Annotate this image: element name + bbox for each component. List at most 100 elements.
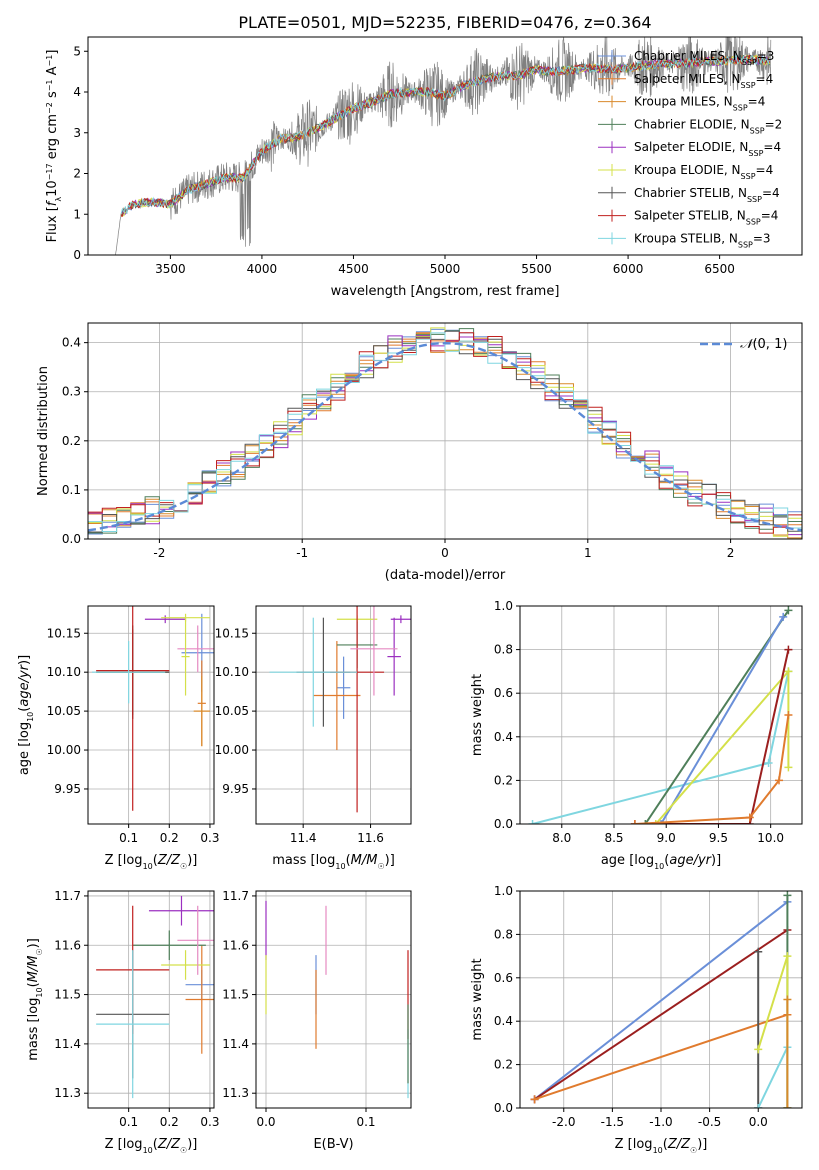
y-tick-label: 0.2 bbox=[494, 773, 513, 787]
panel-age-vs-Z: 0.1 0.2 0.3 9.95 10.00 10.05 10.10 10.15 Z [log1… bbox=[17, 605, 219, 871]
x-tick-label: -1 bbox=[296, 546, 308, 560]
x-tick-label: -1.5 bbox=[601, 1115, 624, 1129]
mass-weight-marker bbox=[784, 711, 793, 719]
plot-area bbox=[520, 891, 802, 1108]
mass-weight-line bbox=[757, 955, 789, 1108]
panel-mass-vs-Z: 0.1 0.2 0.3 11.3 11.4 11.5 11.6 11.7 Z [log10(Z/… bbox=[26, 889, 219, 1155]
y-tick-label: 2 bbox=[73, 167, 81, 181]
panel-spectrum: 3500 4000 4500 5000 5500 6000 6500 0 1 2 3 4 5 wavele… bbox=[45, 36, 803, 299]
y-tick-label: 11.3 bbox=[54, 1086, 81, 1100]
y-tick-label: 11.5 bbox=[54, 988, 81, 1002]
mass-weight-marker bbox=[784, 763, 793, 772]
mass-weight-marker bbox=[784, 606, 793, 615]
y-tick-label: 10.15 bbox=[215, 626, 249, 640]
y-tick-label: 0.4 bbox=[62, 336, 81, 350]
mass-weight-line bbox=[757, 1046, 789, 1108]
x-tick-label: 0.1 bbox=[119, 1115, 138, 1129]
y-tick-label: 11.6 bbox=[222, 938, 249, 952]
y-tick-label: 10.05 bbox=[215, 704, 249, 718]
model-spectrum-line bbox=[120, 54, 771, 215]
plot-area bbox=[88, 891, 214, 1108]
mass-weight-marker bbox=[657, 820, 665, 824]
legend-entry: Chabrier MILES, NSSP=3 bbox=[634, 49, 774, 67]
x-tick-label: 5500 bbox=[521, 262, 552, 276]
legend-entry: Chabrier ELODIE, NSSP=2 bbox=[634, 117, 782, 135]
x-tick-label: -1.0 bbox=[649, 1115, 672, 1129]
mass-weight-marker bbox=[530, 1095, 539, 1104]
normal-distribution-curve bbox=[88, 341, 802, 532]
plot-area bbox=[256, 891, 411, 1108]
x-tick-label: 8.0 bbox=[552, 831, 571, 845]
legend: Chabrier MILES, NSSP=3 Salpeter MILES, NS… bbox=[598, 49, 782, 249]
axes-frame bbox=[87, 322, 803, 540]
panel-mass-weight-vs-age: 8.0 8.5 9.0 9.5 10.0 0.0 0.2 0.4 0.6 0.8 1.0 mass w… bbox=[470, 599, 803, 871]
x-tick-label: 3500 bbox=[155, 262, 186, 276]
y-tick-label: 0.2 bbox=[62, 434, 81, 448]
x-tick-label: 4500 bbox=[338, 262, 369, 276]
legend-entry: Salpeter STELIB, NSSP=4 bbox=[634, 209, 778, 227]
mass-weight-line bbox=[534, 1013, 788, 1101]
x-tick-label: 0.1 bbox=[356, 1115, 375, 1129]
x-tick-label: 4000 bbox=[247, 262, 278, 276]
x-tick-label: 6000 bbox=[613, 262, 644, 276]
axes-frame bbox=[87, 890, 215, 1109]
y-tick-label: 0.0 bbox=[494, 817, 513, 831]
y-tick-label: 5 bbox=[73, 44, 81, 58]
x-tick-label: 0.0 bbox=[256, 1115, 275, 1129]
x-tick-label: 0.2 bbox=[160, 1115, 179, 1129]
y-tick-label: 10.10 bbox=[47, 665, 81, 679]
x-tick-label: -2.0 bbox=[552, 1115, 575, 1129]
y-tick-label: 0.0 bbox=[62, 532, 81, 546]
x-axis-label: (data-model)/error bbox=[385, 568, 506, 583]
x-tick-label: 1 bbox=[584, 546, 592, 560]
axes-frame bbox=[87, 36, 803, 256]
mass-weight-line bbox=[634, 714, 790, 824]
mass-weight-line bbox=[644, 609, 790, 824]
legend-entry: Salpeter MILES, NSSP=4 bbox=[634, 72, 773, 90]
y-axis-label: mass weight bbox=[470, 674, 485, 756]
y-tick-label: 0.3 bbox=[62, 385, 81, 399]
y-tick-label: 11.7 bbox=[54, 889, 81, 903]
plot-area bbox=[256, 606, 411, 824]
mass-weight-marker bbox=[764, 758, 773, 767]
y-tick-label: 9.95 bbox=[54, 782, 81, 796]
plot-area bbox=[88, 323, 802, 539]
x-tick-label: 0.2 bbox=[160, 831, 179, 845]
panel-mass-vs-EBV: 0.0 0.1 11.3 11.4 11.5 11.6 11.7 E(B-V) bbox=[222, 889, 412, 1152]
y-tick-label: 11.5 bbox=[222, 988, 249, 1002]
x-tick-label: -0.5 bbox=[698, 1115, 721, 1129]
y-tick-label: 3 bbox=[73, 126, 81, 140]
y-axis-label: age [log10(age/yr)] bbox=[17, 655, 35, 775]
y-tick-label: 0.6 bbox=[494, 971, 513, 985]
legend-entry: 𝒩(0, 1) bbox=[740, 337, 787, 352]
x-tick-label: 11.4 bbox=[290, 831, 317, 845]
y-tick-label: 0 bbox=[73, 248, 81, 262]
y-tick-label: 0.4 bbox=[494, 1014, 513, 1028]
y-tick-label: 10.00 bbox=[47, 743, 81, 757]
y-tick-label: 0.1 bbox=[62, 483, 81, 497]
legend: 𝒩(0, 1) bbox=[700, 337, 787, 352]
legend-entry: Kroupa ELODIE, NSSP=4 bbox=[634, 163, 773, 181]
x-axis-label: Z [log10(Z/Z☉)] bbox=[105, 853, 198, 871]
y-tick-label: 10.15 bbox=[47, 626, 81, 640]
mass-weight-marker bbox=[754, 1104, 763, 1108]
x-axis-label: age [log10(age/yr)] bbox=[601, 853, 721, 871]
x-tick-label: 5000 bbox=[430, 262, 461, 276]
mass-weight-line bbox=[634, 649, 790, 824]
y-axis-label: mass weight bbox=[470, 958, 485, 1040]
mass-weight-marker bbox=[783, 952, 792, 961]
y-tick-label: 0.4 bbox=[494, 730, 513, 744]
mass-weight-line bbox=[660, 616, 785, 824]
axes-frame bbox=[519, 605, 803, 825]
x-tick-label: 0.0 bbox=[749, 1115, 768, 1129]
y-tick-label: 1.0 bbox=[494, 599, 513, 613]
y-tick-label: 0.8 bbox=[494, 927, 513, 941]
legend-entry: Salpeter ELODIE, NSSP=4 bbox=[634, 140, 781, 158]
x-tick-label: 10.0 bbox=[757, 831, 784, 845]
plot-area bbox=[115, 37, 772, 255]
x-tick-label: 0 bbox=[441, 546, 449, 560]
y-tick-label: 11.6 bbox=[54, 938, 81, 952]
x-tick-label: 9.5 bbox=[709, 831, 728, 845]
x-axis-label: E(B-V) bbox=[313, 1137, 353, 1152]
